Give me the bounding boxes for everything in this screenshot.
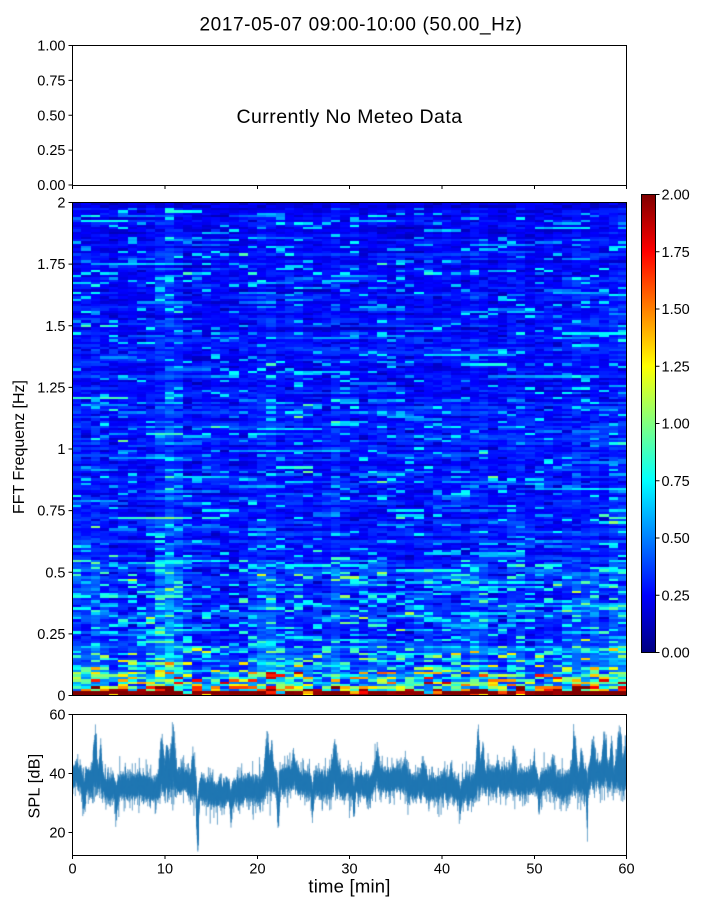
svg-text:0: 0 [57, 689, 65, 705]
svg-text:20: 20 [49, 826, 65, 842]
svg-text:0.00: 0.00 [37, 178, 65, 194]
svg-text:0.75: 0.75 [37, 504, 65, 520]
svg-text:60: 60 [618, 862, 634, 878]
svg-text:0: 0 [68, 862, 76, 878]
svg-text:1.50: 1.50 [662, 302, 690, 318]
svg-text:0.00: 0.00 [662, 646, 690, 662]
svg-text:0.25: 0.25 [37, 143, 65, 159]
svg-text:30: 30 [341, 862, 357, 878]
svg-text:1.75: 1.75 [37, 257, 65, 273]
svg-text:time [min]: time [min] [308, 876, 390, 897]
svg-text:1.00: 1.00 [37, 39, 65, 55]
svg-text:40: 40 [49, 767, 65, 783]
svg-text:0.5: 0.5 [45, 565, 65, 581]
svg-text:0.50: 0.50 [37, 108, 65, 124]
svg-text:2: 2 [57, 196, 65, 212]
svg-text:Currently No Meteo Data: Currently No Meteo Data [236, 106, 462, 128]
svg-text:1.5: 1.5 [45, 319, 65, 335]
svg-text:FFT Frequenz [Hz]: FFT Frequenz [Hz] [11, 380, 28, 514]
svg-text:0.50: 0.50 [662, 531, 690, 547]
svg-text:1.75: 1.75 [662, 245, 690, 261]
svg-text:50: 50 [526, 862, 542, 878]
svg-text:0.75: 0.75 [662, 474, 690, 490]
svg-text:40: 40 [434, 862, 450, 878]
svg-text:1.00: 1.00 [662, 417, 690, 433]
svg-text:10: 10 [157, 862, 173, 878]
svg-text:0.75: 0.75 [37, 73, 65, 89]
svg-text:20: 20 [249, 862, 265, 878]
svg-text:0.25: 0.25 [37, 627, 65, 643]
svg-text:1.25: 1.25 [37, 380, 65, 396]
svg-text:60: 60 [49, 708, 65, 724]
svg-text:SPL [dB]: SPL [dB] [27, 754, 44, 819]
svg-text:1.25: 1.25 [662, 359, 690, 375]
svg-text:2.00: 2.00 [662, 188, 690, 204]
svg-text:2017-05-07 09:00-10:00 (50.00_: 2017-05-07 09:00-10:00 (50.00_Hz) [200, 15, 523, 36]
svg-text:1: 1 [57, 442, 65, 458]
svg-text:0.25: 0.25 [662, 588, 690, 604]
